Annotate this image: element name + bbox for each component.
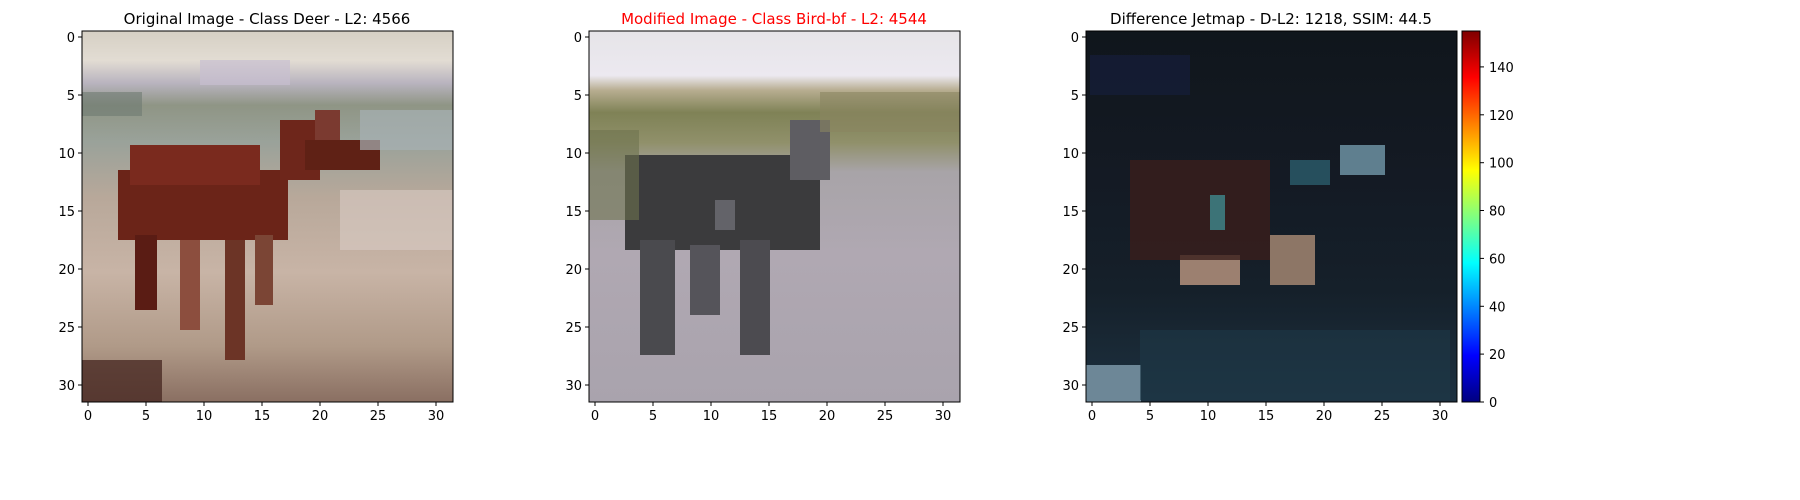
y-tick-label: 20	[58, 263, 75, 278]
y-tick-label: 25	[58, 321, 75, 336]
x-tick-label: 30	[428, 409, 445, 424]
colorbar-tick-label: 20	[1489, 348, 1506, 363]
x-tick-label: 5	[649, 409, 657, 424]
x-tick-label: 5	[142, 409, 150, 424]
y-tick-label: 5	[1071, 89, 1079, 104]
y-tick-label: 15	[565, 205, 582, 220]
x-tick-label: 20	[312, 409, 329, 424]
difference-frame	[1085, 30, 1458, 403]
modified-image	[589, 31, 960, 402]
x-tick-label: 25	[370, 409, 387, 424]
modified-frame	[588, 30, 961, 403]
y-tick-label: 20	[565, 263, 582, 278]
x-tick-label: 15	[1258, 409, 1275, 424]
original-xticks: 0 5 10 15 20 25 30	[84, 402, 444, 424]
colorbar-tick-label: 60	[1489, 252, 1506, 267]
difference-image	[1086, 31, 1457, 402]
colorbar-tick-label: 100	[1489, 157, 1514, 172]
y-tick-label: 5	[574, 89, 582, 104]
y-tick-label: 0	[67, 31, 75, 46]
modified-yticks: 0 5 10 15 20 25 30	[565, 31, 589, 394]
x-tick-label: 20	[819, 409, 836, 424]
colorbar-tick-label: 80	[1489, 205, 1506, 220]
x-tick-label: 10	[196, 409, 213, 424]
y-tick-label: 25	[565, 321, 582, 336]
colorbar-tick-label: 0	[1489, 396, 1497, 411]
colorbar-gradient	[1461, 30, 1481, 403]
x-tick-label: 10	[1200, 409, 1217, 424]
original-image	[82, 31, 453, 402]
colorbar-tick: 80	[1480, 205, 1506, 220]
colorbar-tick-label: 40	[1489, 300, 1506, 315]
y-tick-label: 0	[574, 31, 582, 46]
x-tick-label: 15	[761, 409, 778, 424]
x-tick-label: 25	[877, 409, 894, 424]
y-tick-label: 10	[58, 147, 75, 162]
y-tick-label: 0	[1071, 31, 1079, 46]
y-tick-label: 30	[565, 379, 582, 394]
y-tick-label: 15	[1062, 205, 1079, 220]
colorbar: 0 20 40 60 80 100 120 140	[1461, 30, 1514, 411]
x-tick-label: 25	[1374, 409, 1391, 424]
y-tick-label: 5	[67, 89, 75, 104]
difference-yticks: 0 5 10 15 20 25 30	[1062, 31, 1086, 394]
difference-xticks: 0 5 10 15 20 25 30	[1088, 402, 1448, 424]
y-tick-label: 25	[1062, 321, 1079, 336]
panel-modified-title: Modified Image - Class Bird-bf - L2: 454…	[621, 10, 927, 28]
x-tick-label: 10	[703, 409, 720, 424]
x-tick-label: 0	[591, 409, 599, 424]
original-yticks: 0 5 10 15 20 25 30	[58, 31, 82, 394]
colorbar-tick: 60	[1480, 252, 1506, 267]
panel-original: Original Image - Class Deer - L2: 4566 0	[58, 10, 454, 424]
colorbar-tick-label: 140	[1489, 61, 1514, 76]
x-tick-label: 5	[1146, 409, 1154, 424]
x-tick-label: 0	[1088, 409, 1096, 424]
x-tick-label: 30	[935, 409, 952, 424]
colorbar-tick: 120	[1480, 109, 1514, 124]
x-tick-label: 30	[1432, 409, 1449, 424]
colorbar-tick: 100	[1480, 157, 1514, 172]
panel-difference: Difference Jetmap - D-L2: 1218, SSIM: 44…	[1062, 10, 1458, 424]
colorbar-ticks: 0 20 40 60 80 100 120 140	[1480, 61, 1514, 411]
colorbar-tick-label: 120	[1489, 109, 1514, 124]
original-frame	[81, 30, 454, 403]
y-tick-label: 15	[58, 205, 75, 220]
x-tick-label: 0	[84, 409, 92, 424]
y-tick-label: 30	[58, 379, 75, 394]
colorbar-tick: 40	[1480, 300, 1506, 315]
x-tick-label: 15	[254, 409, 271, 424]
colorbar-tick: 140	[1480, 61, 1514, 76]
panel-original-title: Original Image - Class Deer - L2: 4566	[124, 10, 411, 28]
colorbar-tick: 20	[1480, 348, 1506, 363]
panel-difference-title: Difference Jetmap - D-L2: 1218, SSIM: 44…	[1110, 10, 1432, 28]
y-tick-label: 20	[1062, 263, 1079, 278]
colorbar-tick: 0	[1480, 396, 1497, 411]
panel-modified: Modified Image - Class Bird-bf - L2: 454…	[565, 10, 961, 424]
y-tick-label: 10	[1062, 147, 1079, 162]
modified-xticks: 0 5 10 15 20 25 30	[591, 402, 951, 424]
y-tick-label: 30	[1062, 379, 1079, 394]
x-tick-label: 20	[1316, 409, 1333, 424]
y-tick-label: 10	[565, 147, 582, 162]
